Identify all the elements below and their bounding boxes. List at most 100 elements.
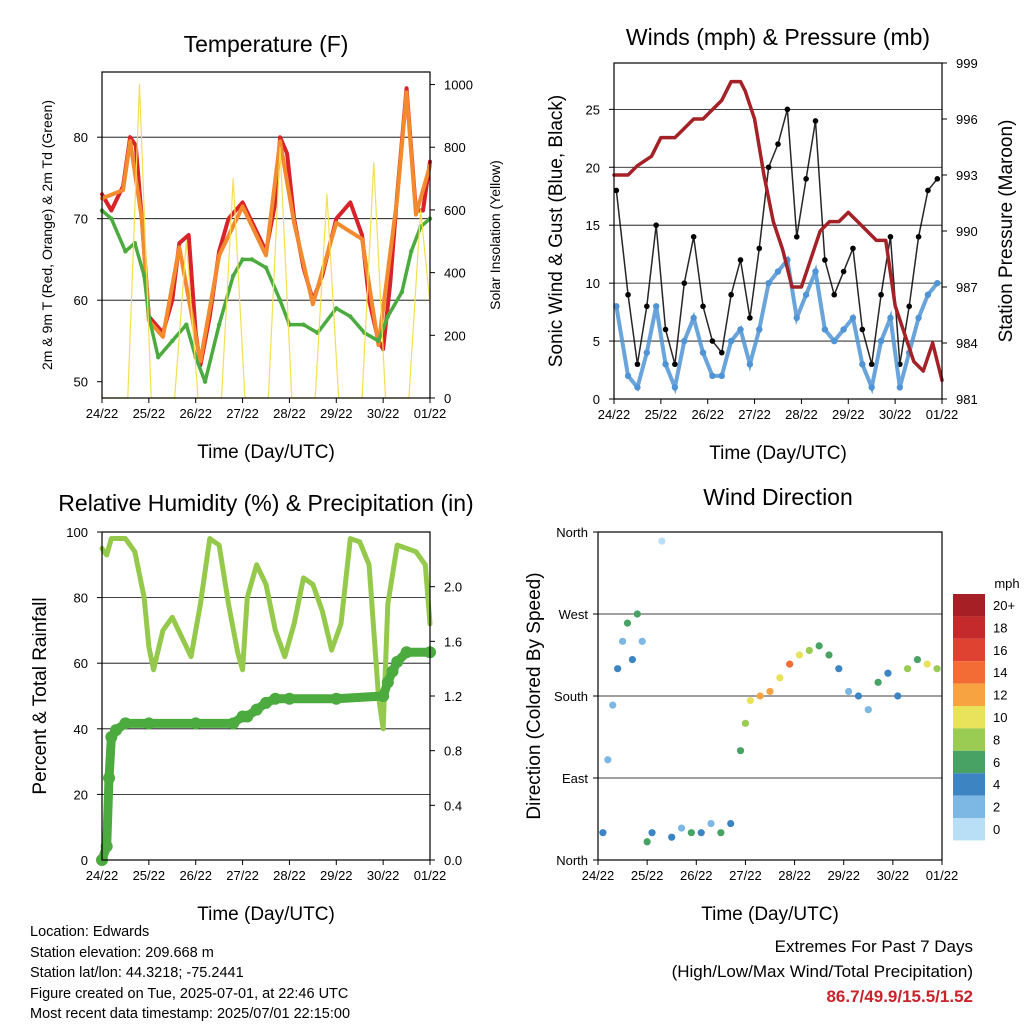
direction-ytick-label: South (554, 689, 588, 704)
humidity-y2tick-label: 0.4 (444, 798, 462, 813)
temperature-y2tick-label: 0 (444, 391, 451, 406)
direction-point (756, 692, 764, 700)
temperature-series-2m-td-point (202, 379, 208, 384)
station-latlon: Station lat/lon: 44.3218; -75.2441 (30, 965, 244, 981)
direction-legend-label: 4 (993, 777, 1000, 792)
direction-point (697, 829, 705, 837)
direction-point (894, 692, 902, 700)
direction-legend-label: 0 (993, 822, 1000, 837)
direction-legend-swatch (953, 594, 985, 617)
winds-y2tick-label: 993 (956, 168, 978, 183)
winds-y2tick-label: 996 (956, 112, 978, 127)
direction-point (727, 819, 735, 828)
temperature-ylabel: 2m & 9m T (Red, Orange) & 2m Td (Green) (39, 100, 55, 370)
temperature-series-9m-t-line (100, 90, 432, 364)
humidity-xtick-label: 24/22 (86, 868, 119, 883)
direction-point (854, 692, 863, 700)
direction-legend-label: 20+ (993, 598, 1015, 613)
direction-point (884, 669, 892, 677)
humidity-series-total-rainfall-point (189, 717, 202, 730)
humidity-series-total-rainfall-point (119, 717, 132, 730)
humidity-ytick-label: 80 (74, 591, 88, 606)
direction-xtick-label: 27/22 (729, 868, 762, 883)
winds-y2tick-label: 990 (956, 224, 978, 239)
direction-legend-swatch (953, 795, 985, 818)
humidity-series-total-rainfall-point (103, 772, 116, 784)
winds-xtick-label: 28/22 (785, 407, 818, 422)
direction-point (923, 660, 931, 668)
temperature-series-2m-td-point (334, 306, 339, 311)
temperature-series-2m-td-point (376, 338, 381, 344)
station-location: Location: Edwards (30, 924, 150, 940)
temperature-series-2m-td-point (231, 273, 236, 278)
humidity-xtick-label: 25/22 (133, 868, 166, 883)
winds-series-gust-line (615, 109, 938, 365)
direction-legend-title: mph (994, 576, 1019, 591)
humidity-xtick-label: 27/22 (226, 868, 259, 883)
direction-legend-swatch (953, 638, 985, 662)
direction-title: Wind Direction (703, 484, 853, 510)
direction-xtick-label: 28/22 (778, 868, 811, 883)
direction-point (648, 829, 656, 837)
direction-xtick-label: 26/22 (680, 868, 713, 883)
direction-point (717, 829, 725, 837)
humidity-series-total-rainfall-point (330, 692, 343, 705)
direction-legend-swatch (953, 706, 985, 729)
direction-point (638, 637, 646, 645)
station-info: Location: Edwards Station elevation: 209… (30, 922, 350, 1025)
direction-panel (593, 531, 985, 865)
temperature-xtick-label: 28/22 (273, 406, 306, 421)
direction-point (658, 537, 666, 545)
humidity-series-total-rainfall-point (381, 676, 394, 689)
humidity-xtick-label: 29/22 (320, 868, 353, 883)
humidity-xlabel: Time (Day/UTC) (197, 904, 335, 925)
temperature-xtick-label: 30/22 (367, 406, 400, 421)
direction-point (766, 687, 774, 696)
direction-legend-label: 14 (993, 665, 1007, 680)
temperature-ytick-label: 60 (74, 293, 88, 308)
direction-point (864, 706, 872, 714)
humidity-ytick-label: 60 (74, 656, 88, 671)
humidity-ytick-label: 40 (74, 722, 88, 737)
humidity-xtick-label: 26/22 (179, 868, 212, 883)
winds-ytick-label: 5 (593, 334, 600, 349)
temperature-series-2m-td-point (184, 322, 189, 327)
extremes-box: Extremes For Past 7 Days (High/Low/Max W… (672, 934, 973, 1009)
direction-point (776, 674, 784, 682)
direction-xtick-label: 01/22 (926, 868, 959, 883)
humidity-series-total-rainfall-point (250, 703, 263, 716)
temperature-series-2m-td-point (348, 314, 353, 319)
humidity-y2tick-label: 2.0 (444, 580, 462, 595)
temperature-y2tick-label: 400 (444, 266, 466, 281)
station-elevation: Station elevation: 209.668 m (30, 944, 214, 961)
winds-xtick-label: 27/22 (738, 407, 771, 422)
direction-point (874, 678, 882, 686)
direction-point (835, 665, 843, 673)
direction-point (633, 610, 641, 618)
temperature-frame (101, 71, 431, 399)
temperature-series-2m-td-point (249, 257, 255, 262)
humidity-y2tick-label: 0.8 (444, 744, 462, 759)
winds-y2tick-label: 981 (956, 392, 978, 407)
direction-xlabel: Time (Day/UTC) (701, 904, 839, 925)
direction-point (668, 833, 676, 841)
extremes-title: Extremes For Past 7 Days (774, 937, 973, 956)
direction-xtick-label: 25/22 (631, 868, 664, 883)
humidity-frame (101, 531, 431, 861)
winds-ytick-label: 0 (593, 392, 600, 407)
temperature-xtick-label: 27/22 (226, 406, 259, 421)
winds-xtick-label: 30/22 (879, 407, 912, 422)
direction-legend-swatch (953, 773, 985, 796)
direction-ytick-label: East (562, 771, 588, 786)
temperature-series-2m-td-point (301, 322, 306, 327)
direction-legend-label: 16 (993, 643, 1007, 658)
direction-point (815, 642, 823, 650)
direction-point (604, 756, 612, 764)
humidity-series-total-rainfall-point (241, 710, 254, 723)
humidity-series-total-rainfall-point (110, 724, 123, 737)
winds-series-wind-line (614, 255, 939, 395)
direction-point (746, 696, 754, 705)
humidity-y2tick-label: 1.6 (444, 634, 462, 649)
temperature-series-2m-td-point (409, 249, 414, 254)
